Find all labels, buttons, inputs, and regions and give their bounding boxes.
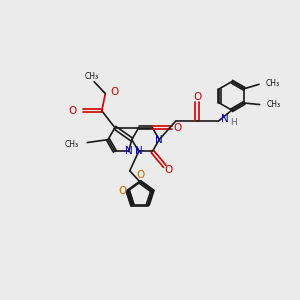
Text: N: N — [155, 135, 163, 145]
Text: N: N — [135, 146, 142, 157]
Text: CH₃: CH₃ — [266, 100, 280, 109]
Text: O: O — [193, 92, 201, 101]
Text: CH₃: CH₃ — [266, 79, 280, 88]
Text: O: O — [136, 170, 144, 180]
Text: O: O — [173, 123, 181, 133]
Text: O: O — [118, 186, 127, 196]
Text: N: N — [221, 114, 229, 124]
Text: O: O — [111, 87, 119, 97]
Text: CH₃: CH₃ — [85, 72, 99, 81]
Text: CH₃: CH₃ — [65, 140, 79, 148]
Text: N: N — [125, 146, 133, 157]
Text: H: H — [230, 118, 236, 127]
Text: O: O — [69, 106, 77, 116]
Text: O: O — [164, 165, 172, 175]
